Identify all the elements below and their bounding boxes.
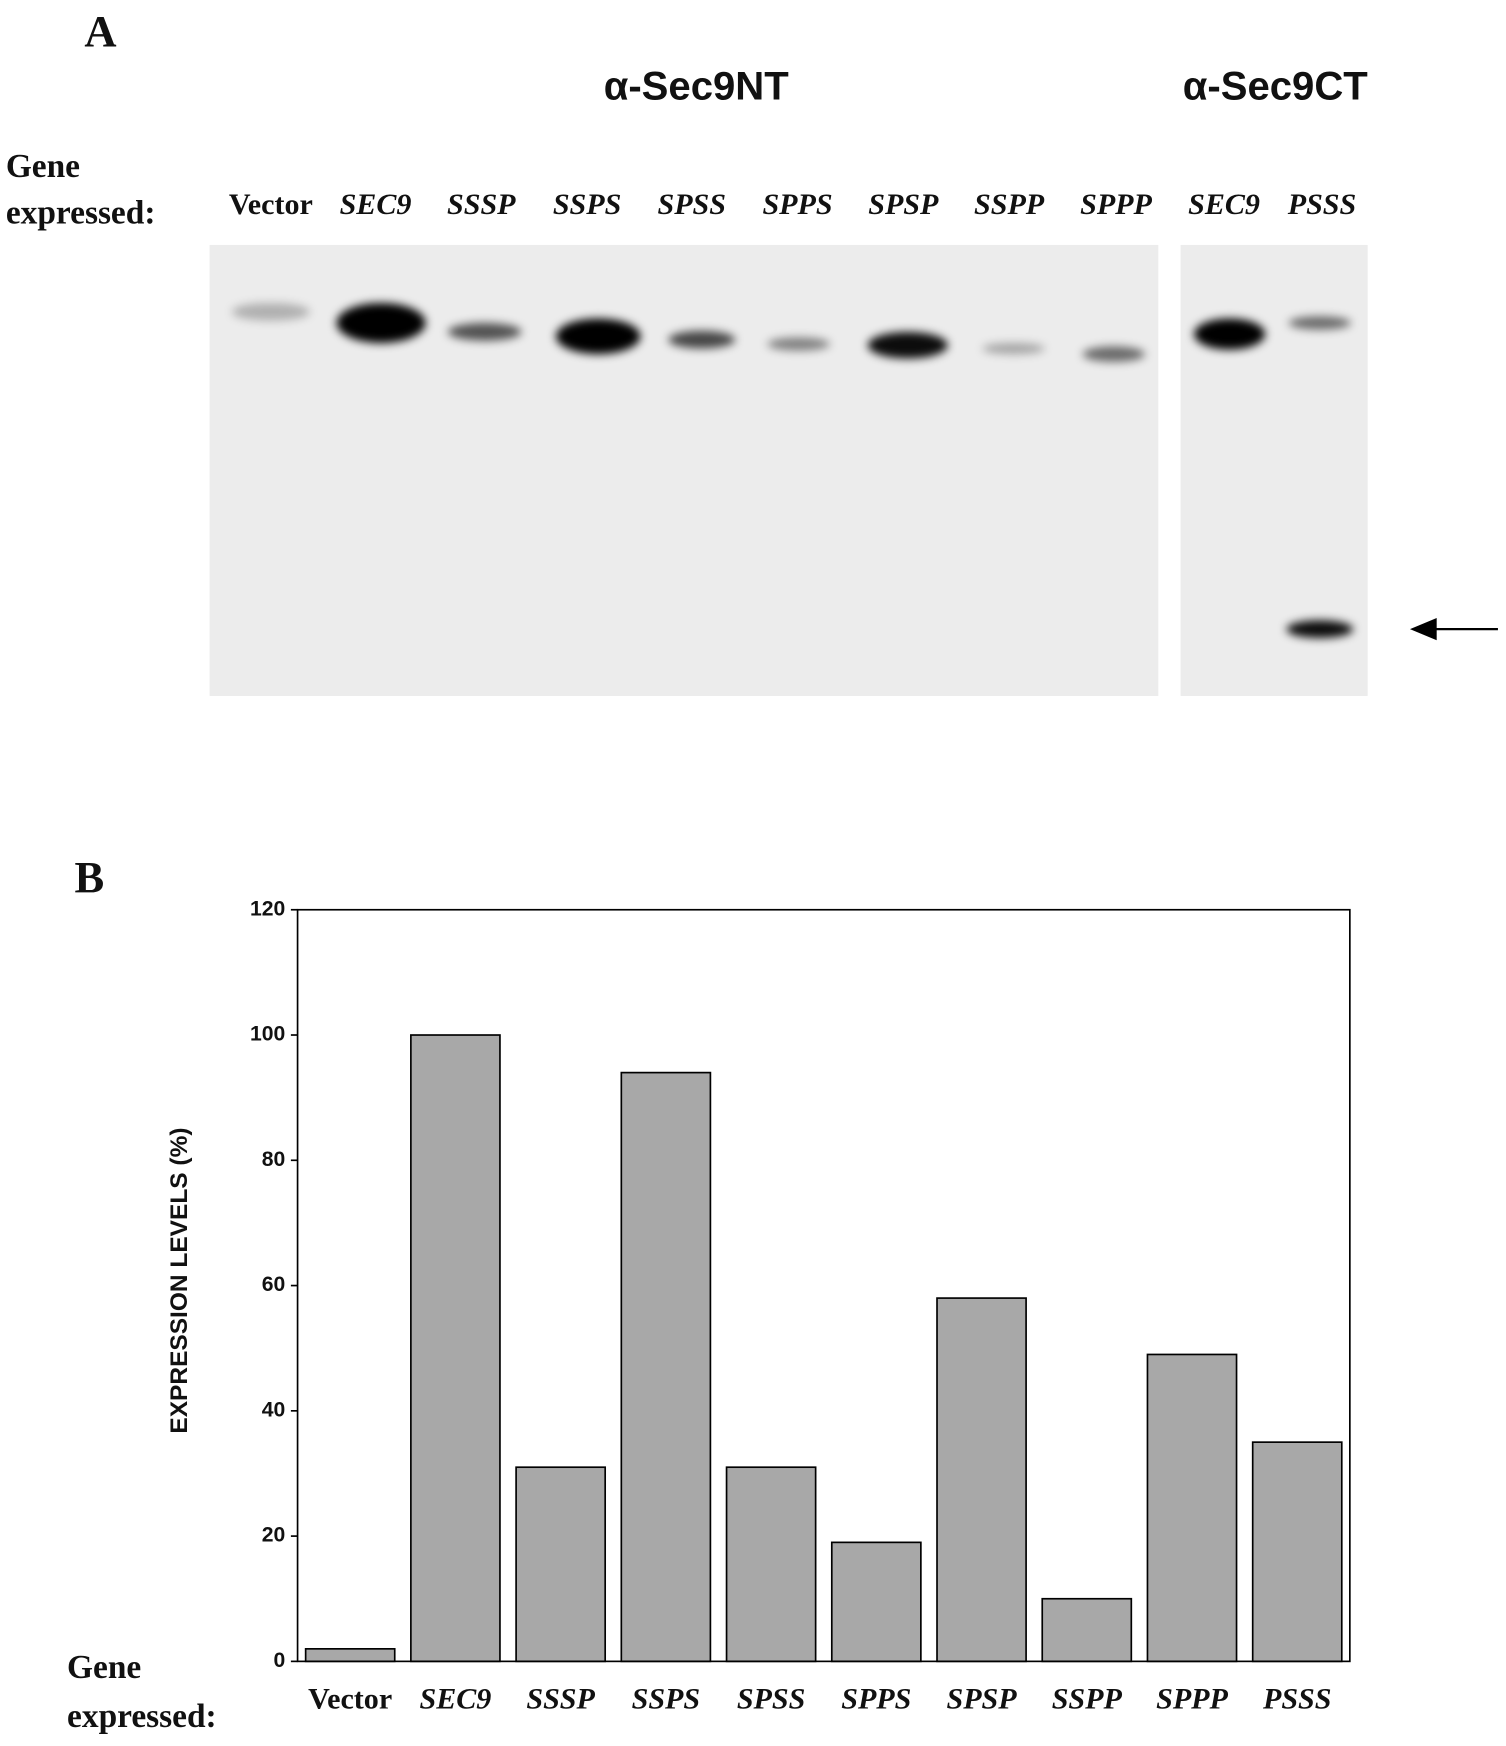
arrow-head <box>1409 618 1437 641</box>
band <box>336 302 426 343</box>
lane-label: SPSP <box>868 187 939 221</box>
bar <box>304 1648 396 1663</box>
x-tick-label: SPPP <box>1156 1681 1228 1715</box>
y-tick-label: 20 <box>262 1524 286 1547</box>
bar <box>1146 1353 1238 1663</box>
lane-label: SSPS <box>553 187 622 221</box>
band <box>555 318 641 355</box>
lane-label: SEC9 <box>340 187 412 221</box>
y-tick-label: 120 <box>250 897 285 920</box>
y-tick-label: 60 <box>262 1273 286 1296</box>
gene-label: expressed: <box>6 195 156 232</box>
bar <box>620 1071 712 1663</box>
band <box>767 337 830 351</box>
band <box>447 322 522 341</box>
x-tick-label: SSPP <box>1052 1681 1123 1715</box>
x-tick-label: Vector <box>308 1681 392 1715</box>
bar <box>936 1297 1027 1663</box>
x-tick-label: SSSP <box>526 1681 595 1715</box>
bar <box>515 1466 607 1663</box>
band <box>1082 346 1145 362</box>
y-tick-label: 40 <box>262 1398 286 1421</box>
y-tick-label: 80 <box>262 1148 286 1171</box>
x-tick-label: SPPS <box>841 1681 911 1715</box>
x-tick-label: PSSS <box>1262 1681 1332 1715</box>
y-axis-label: EXPRESSION LEVELS (%) <box>166 1127 193 1433</box>
band <box>668 330 736 349</box>
x-tick-label: SSPS <box>632 1681 701 1715</box>
plot-frame <box>296 908 1351 1663</box>
lane-label: SSSP <box>447 187 516 221</box>
lane-label: SPPP <box>1080 187 1152 221</box>
lane-labels: Vector SEC9 SSSP SSPS SPSS SPPS SPSP SSPP SPPP SE… <box>229 187 1356 221</box>
band <box>231 302 310 321</box>
lane-label: SEC9 <box>1188 187 1260 221</box>
y-tick-label: 0 <box>274 1649 286 1672</box>
panel-label: A <box>84 6 116 56</box>
band <box>1288 316 1351 330</box>
x-tick-label: SPSS <box>737 1681 806 1715</box>
band <box>982 342 1045 355</box>
band <box>867 331 948 359</box>
lane-label: SPSS <box>658 187 726 221</box>
x-axis-label: Gene <box>67 1649 141 1686</box>
band <box>1193 318 1266 350</box>
lane-label: SPPS <box>762 187 832 221</box>
antibody-label: α-Sec9NT <box>604 65 790 109</box>
band <box>1286 620 1354 639</box>
lane-label: SSPP <box>974 187 1045 221</box>
gene-label: Gene <box>6 148 80 185</box>
x-axis-label: expressed: <box>67 1698 217 1735</box>
y-tick-label: 100 <box>250 1023 285 1046</box>
lane-label: PSSS <box>1287 187 1357 221</box>
x-tick-label: SEC9 <box>419 1681 491 1715</box>
bar <box>410 1034 501 1663</box>
bar <box>1041 1597 1133 1663</box>
bands <box>231 302 1354 639</box>
x-tick-label: SPSP <box>946 1681 1017 1715</box>
bar <box>725 1466 817 1663</box>
plot: 0 20 40 60 80 100 120 Vector SEC9 SSSP SSPS SPSS SPP… <box>250 897 1351 1715</box>
lane-label: Vector <box>229 187 313 221</box>
antibody-label: α-Sec9CT <box>1183 65 1369 109</box>
bar <box>1251 1441 1343 1663</box>
bar <box>830 1541 922 1663</box>
panel-label: B <box>74 852 104 902</box>
